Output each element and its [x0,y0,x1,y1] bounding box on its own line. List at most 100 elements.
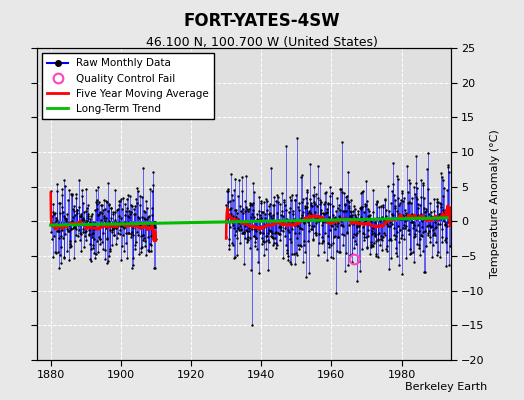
Point [388,220,396,227]
Point [396,200,404,206]
Point [267,165,276,172]
Point [94,211,103,217]
Point [236,208,245,214]
Point [389,212,397,218]
Point [102,225,110,232]
Point [243,235,251,242]
Point [325,241,333,247]
Point [73,220,82,227]
Point [433,196,441,202]
Point [434,221,442,227]
Point [128,232,137,238]
Point [413,205,422,211]
Point [418,180,427,186]
Point [274,218,282,224]
Point [393,253,401,259]
Point [430,208,439,214]
Point [310,199,319,206]
Point [417,194,425,200]
Point [69,214,77,220]
Point [148,188,157,194]
Point [363,197,371,204]
Point [132,211,140,217]
Point [442,235,451,242]
Point [334,202,343,208]
Point [434,213,443,219]
Point [239,230,247,236]
Point [387,200,396,206]
Point [365,212,373,219]
Point [353,230,361,236]
Point [400,222,409,228]
Point [238,174,246,180]
Point [430,232,439,239]
Point [90,250,99,256]
Point [103,199,111,206]
Point [71,232,80,238]
Point [364,213,372,220]
Point [261,246,270,252]
Point [422,243,430,249]
Point [428,214,436,220]
Point [99,207,107,214]
Point [80,217,89,223]
Point [308,226,316,232]
Point [330,218,338,224]
Point [309,192,318,198]
Point [294,204,302,210]
Point [139,232,147,238]
Point [55,228,63,235]
Point [54,200,63,206]
Point [89,226,97,232]
Point [148,212,156,218]
Point [374,236,383,242]
Point [223,208,231,214]
Point [287,220,296,226]
Point [52,217,61,224]
Point [246,202,255,208]
Point [137,244,145,251]
Point [80,220,89,226]
Point [113,221,122,228]
Point [67,191,75,198]
Point [323,206,331,212]
Point [143,225,151,232]
Point [139,235,148,242]
Point [442,263,450,269]
Point [126,210,135,217]
Point [124,213,132,219]
Point [420,194,428,201]
Point [393,173,401,179]
Point [294,246,303,252]
Point [279,255,287,262]
Point [68,218,76,224]
Point [412,196,421,202]
Point [402,255,410,261]
Point [303,204,311,210]
Point [382,246,390,253]
Point [104,257,112,264]
Point [422,208,431,214]
Point [313,218,321,224]
Point [357,214,366,220]
Point [236,223,244,230]
Point [302,195,310,201]
Point [231,232,239,238]
Point [144,246,152,253]
Point [226,198,234,204]
Point [68,192,77,199]
Point [115,198,124,204]
Point [336,186,345,192]
Point [228,242,237,249]
Point [301,205,309,211]
Point [446,242,454,249]
Point [238,220,247,226]
Point [267,233,275,240]
Point [377,203,385,210]
Point [401,218,410,224]
Point [399,212,408,218]
Point [122,208,130,214]
Point [321,230,330,236]
Point [268,233,276,240]
Point [305,227,314,234]
